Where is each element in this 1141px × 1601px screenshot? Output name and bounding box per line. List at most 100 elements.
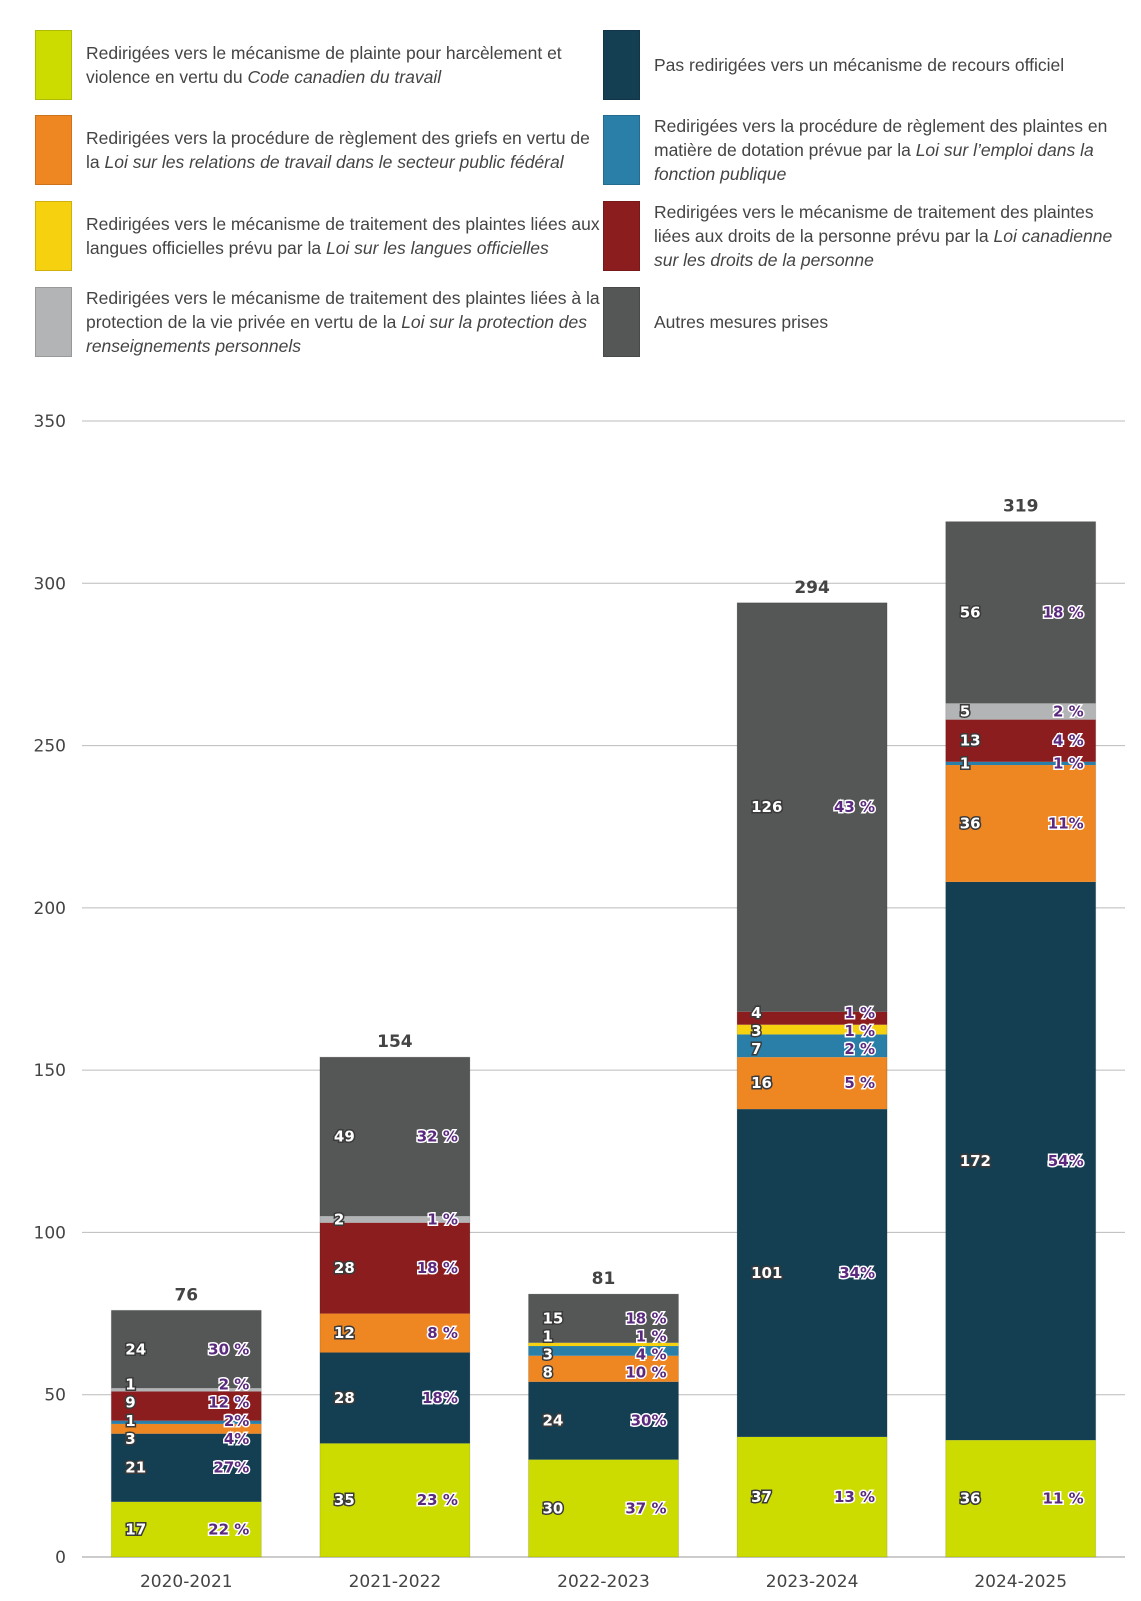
y-tick-label: 50: [44, 1386, 66, 1406]
bar-segment-harcelement: [528, 1459, 679, 1557]
bar-segment-vie-privee: [319, 1216, 470, 1223]
bar-segment-autres: [528, 1294, 679, 1343]
bar-segment-griefs: [737, 1057, 888, 1110]
x-tick-label: 2024-2025: [974, 1572, 1067, 1592]
bar-outline: [736, 602, 888, 1558]
y-tick-label: 150: [34, 1061, 66, 1081]
data-label: 1: [960, 754, 970, 772]
legend-item-dotation: Redirigées vers la procédure de règlemen…: [603, 114, 1133, 186]
legend-swatch: [35, 201, 72, 271]
bar-segment-non-redirigees: [737, 1109, 888, 1437]
y-tick-label: 250: [34, 737, 66, 757]
percent-label: 4%: [224, 1430, 249, 1448]
bar-segment-autres: [319, 1057, 470, 1217]
x-tick-label: 2023-2024: [766, 1572, 859, 1592]
percent-label: 23 %: [417, 1491, 458, 1509]
bar-segment-vie-privee: [945, 703, 1096, 720]
data-label: 49: [334, 1128, 355, 1146]
legend-item-griefs: Redirigées vers la procédure de règlemen…: [35, 114, 603, 186]
bar-segment-dotation: [111, 1420, 262, 1424]
bar-segment-langues: [737, 1024, 888, 1035]
data-label: 24: [543, 1412, 564, 1430]
percent-label: 37 %: [625, 1499, 666, 1517]
y-tick-label: 350: [34, 412, 66, 432]
bar-segment-non-redirigees: [945, 881, 1096, 1441]
percent-label: 12 %: [208, 1394, 249, 1412]
data-label: 28: [334, 1389, 355, 1407]
bar-segment-langues: [528, 1342, 679, 1347]
legend-swatch: [35, 115, 72, 185]
percent-label: 18 %: [417, 1259, 458, 1277]
data-label: 7: [751, 1040, 761, 1058]
bar-segment-droits: [111, 1391, 262, 1421]
bar-segment-autres: [737, 602, 888, 1012]
total-label: 154: [377, 1032, 413, 1052]
legend-label: Redirigées vers le mécanisme de traiteme…: [86, 214, 600, 258]
percent-label: 5 %: [844, 1074, 875, 1092]
legend-label: Redirigées vers le mécanisme de traiteme…: [654, 202, 1113, 270]
percent-label: 32 %: [417, 1128, 458, 1146]
data-label: 15: [543, 1309, 564, 1327]
percent-label: 11 %: [1043, 1490, 1084, 1508]
percent-label: 18%: [422, 1389, 458, 1407]
bar-segment-griefs: [945, 765, 1096, 882]
data-label: 101: [751, 1264, 782, 1282]
percent-label: 2 %: [844, 1040, 875, 1058]
legend-swatch: [603, 287, 640, 357]
percent-label: 54%: [1048, 1152, 1084, 1170]
data-label: 56: [960, 603, 981, 621]
bar-segment-harcelement: [945, 1440, 1096, 1557]
bar-segment-harcelement: [319, 1443, 470, 1557]
percent-label: 11%: [1048, 814, 1084, 832]
percent-label: 27%: [213, 1459, 249, 1477]
bar-segment-autres: [111, 1310, 262, 1389]
legend-label: Redirigées vers le mécanisme de plainte …: [86, 43, 562, 87]
data-label: 126: [751, 798, 782, 816]
total-label: 76: [174, 1285, 198, 1305]
bar-segment-griefs: [528, 1355, 679, 1382]
percent-label: 18 %: [1043, 603, 1084, 621]
data-label: 24: [125, 1340, 146, 1358]
data-label: 9: [125, 1394, 135, 1412]
bar-segment-dotation: [528, 1346, 679, 1356]
percent-label: 30%: [631, 1412, 667, 1430]
bar-outline: [110, 1309, 262, 1558]
data-label: 17: [125, 1520, 146, 1538]
legend-item-vie-privee: Redirigées vers le mécanisme de traiteme…: [35, 286, 603, 358]
bar-segment-dotation: [737, 1034, 888, 1058]
bar-segment-droits: [737, 1011, 888, 1025]
legend-label: Redirigées vers la procédure de règlemen…: [654, 116, 1108, 184]
bar-segment-dotation: [945, 761, 1096, 766]
data-label: 30: [543, 1499, 564, 1517]
total-label: 294: [794, 578, 830, 598]
data-label: 1: [125, 1376, 135, 1394]
total-label: 319: [1003, 497, 1039, 517]
x-tick-label: 2021-2022: [349, 1572, 442, 1592]
bar-segment-non-redirigees: [528, 1381, 679, 1460]
legend-swatch: [35, 287, 72, 357]
bar-segment-vie-privee: [111, 1388, 262, 1392]
percent-label: 1 %: [1053, 754, 1084, 772]
data-label: 172: [960, 1152, 991, 1170]
bar-segment-droits: [945, 719, 1096, 762]
bar-segment-griefs: [111, 1423, 262, 1434]
legend-swatch: [603, 201, 640, 271]
data-label: 21: [125, 1459, 146, 1477]
bar-outline: [945, 521, 1097, 1558]
bar-segment-harcelement: [737, 1436, 888, 1557]
data-label: 13: [960, 732, 981, 750]
y-tick-label: 0: [55, 1548, 66, 1568]
data-label: 8: [543, 1364, 553, 1382]
percent-label: 1 %: [636, 1328, 667, 1346]
bar-segment-harcelement: [111, 1501, 262, 1557]
data-label: 28: [334, 1259, 355, 1277]
percent-label: 22 %: [208, 1520, 249, 1538]
bar-segment-non-redirigees: [111, 1433, 262, 1502]
total-label: 81: [592, 1269, 616, 1289]
data-label: 3: [125, 1430, 135, 1448]
legend-label: Redirigées vers la procédure de règlemen…: [86, 128, 590, 172]
legend-item-autres: Autres mesures prises: [603, 286, 1133, 358]
data-label: 2: [334, 1210, 344, 1228]
